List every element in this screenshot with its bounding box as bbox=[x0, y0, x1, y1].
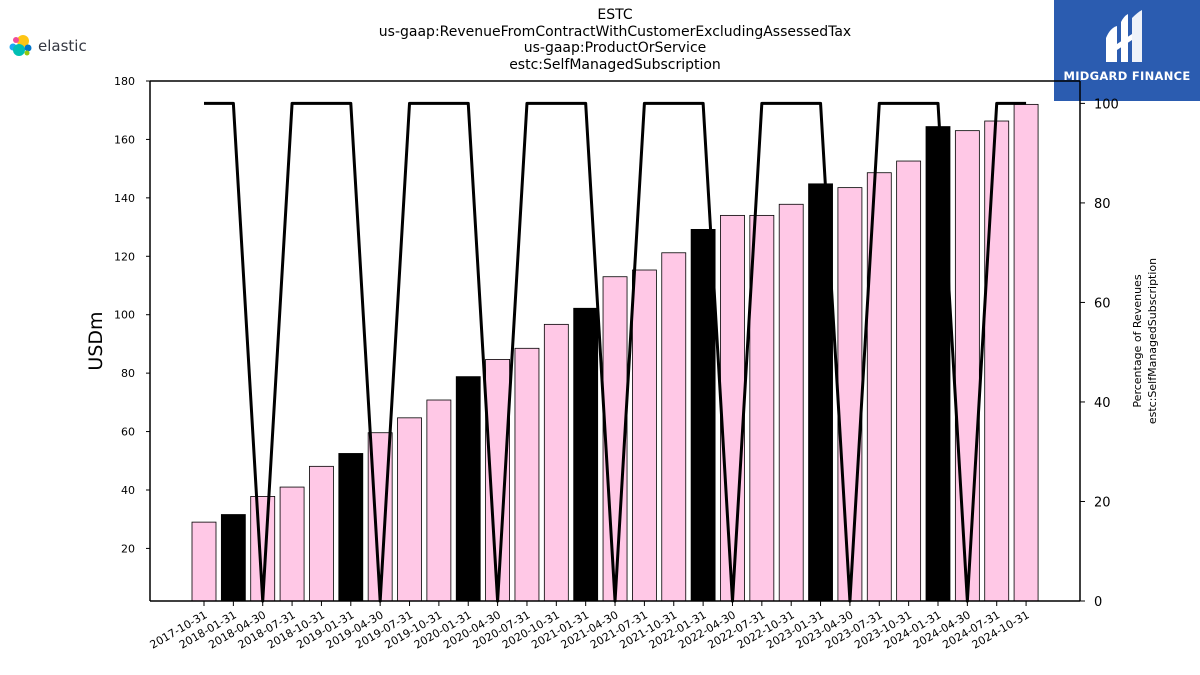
bar-2020-10-31 bbox=[543, 323, 569, 602]
y2-axis-label-line1: Percentage of Revenues bbox=[1131, 274, 1144, 407]
bar-2020-01-31 bbox=[455, 376, 481, 602]
title-line-member: estc:SelfManagedSubscription bbox=[509, 56, 721, 73]
y-tick-label-120: 120 bbox=[114, 250, 135, 263]
bar-2019-07-31 bbox=[397, 417, 422, 602]
bar-2024-04-30 bbox=[954, 130, 980, 602]
bar-2019-01-31 bbox=[338, 453, 364, 602]
bar-2021-10-31 bbox=[661, 252, 687, 602]
bar-2023-10-31 bbox=[896, 160, 922, 602]
bar-2021-01-31 bbox=[573, 307, 599, 602]
bar-2022-07-31 bbox=[749, 214, 775, 602]
y-tick-label-40: 40 bbox=[121, 484, 135, 497]
y2-tick-label-100: 100 bbox=[1094, 97, 1119, 112]
elastic-wordmark: elastic bbox=[38, 37, 87, 55]
bar-2024-10-31 bbox=[1013, 103, 1039, 602]
y-tick-label-160: 160 bbox=[114, 133, 135, 146]
midgard-emblem-icon bbox=[1106, 10, 1142, 62]
bar-2017-10-31 bbox=[191, 521, 217, 602]
title-line-axis: us-gaap:ProductOrService bbox=[523, 40, 707, 56]
elastic-logo: elastic bbox=[8, 33, 87, 59]
midgard-finance-logo: MIDGARD FINANCE bbox=[1054, 0, 1200, 101]
bar-2022-04-30 bbox=[720, 214, 745, 602]
bar-2024-07-31 bbox=[984, 120, 1010, 602]
y-tick-label-180: 180 bbox=[114, 75, 135, 88]
y2-tick-label-0: 0 bbox=[1094, 595, 1102, 610]
bar-2018-10-31 bbox=[309, 465, 334, 602]
y2-tick-label-80: 80 bbox=[1094, 197, 1111, 212]
chart-title: ESTC us-gaap:RevenueFromContractWithCust… bbox=[215, 7, 1015, 73]
bar-2021-04-30 bbox=[602, 276, 628, 602]
bar-2022-10-31 bbox=[778, 203, 804, 602]
bar-2020-07-31 bbox=[514, 347, 540, 602]
y-tick-label-60: 60 bbox=[121, 426, 135, 439]
bar-2021-07-31 bbox=[632, 269, 657, 602]
bar-2022-01-31 bbox=[690, 228, 716, 602]
bar-2023-04-30 bbox=[837, 187, 863, 602]
title-line-ticker: ESTC bbox=[597, 7, 633, 23]
y2-axis-label-line2: estc:SelfManagedSubscription bbox=[1146, 258, 1159, 424]
y-tick-label-140: 140 bbox=[114, 192, 135, 205]
bar-2018-01-31 bbox=[220, 514, 246, 602]
y-axis-label: USDm bbox=[85, 311, 107, 370]
y-tick-label-20: 20 bbox=[121, 542, 135, 555]
y2-tick-label-20: 20 bbox=[1094, 495, 1111, 510]
midgard-finance-wordmark: MIDGARD FINANCE bbox=[1063, 69, 1191, 83]
title-line-concept: us-gaap:RevenueFromContractWithCustomerE… bbox=[378, 23, 852, 40]
bar-2018-07-31 bbox=[279, 486, 305, 602]
y-tick-label-100: 100 bbox=[114, 309, 135, 322]
bar-2019-10-31 bbox=[426, 399, 452, 602]
y2-tick-label-60: 60 bbox=[1094, 296, 1111, 311]
y2-tick-label-40: 40 bbox=[1094, 396, 1111, 411]
bar-2024-01-31 bbox=[925, 126, 951, 602]
y-tick-label-80: 80 bbox=[121, 367, 135, 380]
elastic-logo-icon bbox=[9, 35, 32, 56]
